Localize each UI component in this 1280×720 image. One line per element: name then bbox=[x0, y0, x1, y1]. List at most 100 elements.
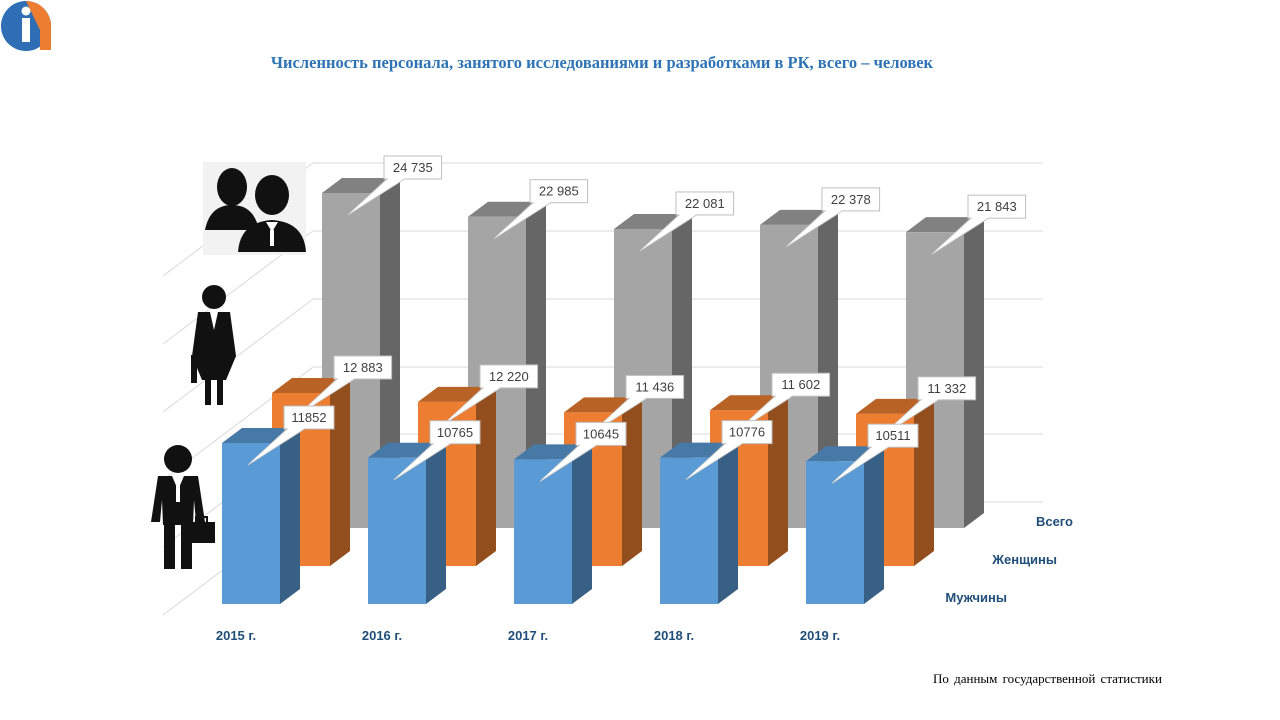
bar-men bbox=[806, 446, 884, 604]
leg-right bbox=[217, 378, 223, 405]
briefcase bbox=[188, 522, 215, 543]
bar-men bbox=[660, 442, 738, 604]
data-label: 24 735 bbox=[393, 160, 433, 175]
bar-side bbox=[572, 444, 592, 604]
callout-pointer-fill bbox=[541, 444, 597, 481]
man-head bbox=[255, 175, 289, 215]
bar-side bbox=[280, 428, 300, 604]
data-label: 10776 bbox=[729, 425, 765, 440]
data-label: 10511 bbox=[875, 428, 910, 443]
callout-box bbox=[333, 355, 393, 380]
couple-icon bbox=[203, 162, 306, 255]
body bbox=[192, 312, 236, 380]
data-label: 11 602 bbox=[781, 377, 820, 392]
woman-icon bbox=[191, 285, 236, 405]
tie bbox=[176, 482, 180, 502]
callout-pointer-fill bbox=[249, 428, 305, 464]
bar-side bbox=[768, 395, 788, 566]
callout-box bbox=[917, 376, 977, 401]
man-icon bbox=[151, 445, 215, 569]
bar-side bbox=[864, 446, 884, 604]
callout-box bbox=[429, 420, 481, 445]
chart-title: Численность персонала, занятого исследов… bbox=[270, 53, 934, 72]
callout-box bbox=[283, 405, 335, 430]
bar-side bbox=[380, 178, 400, 528]
head bbox=[164, 445, 192, 473]
head bbox=[202, 285, 226, 309]
man-collar bbox=[266, 222, 278, 232]
bar-front bbox=[660, 457, 718, 604]
data-label: 22 985 bbox=[539, 184, 579, 199]
callout-pointer-fill bbox=[787, 209, 843, 246]
series-label: Мужчины bbox=[945, 590, 1007, 605]
callout-box bbox=[529, 179, 589, 204]
woman-body bbox=[205, 205, 259, 230]
category-label: 2018 г. bbox=[654, 628, 694, 643]
callout-box bbox=[625, 374, 685, 399]
bar-side bbox=[622, 397, 642, 566]
category-label: 2016 г. bbox=[362, 628, 402, 643]
bar-side bbox=[476, 386, 496, 566]
bar-side bbox=[718, 442, 738, 604]
callout-pointer-fill bbox=[833, 446, 889, 483]
leg-left bbox=[164, 524, 175, 569]
data-label: 22 081 bbox=[685, 196, 725, 211]
callout-pointer-fill bbox=[687, 442, 743, 479]
series-label: Женщины bbox=[991, 552, 1057, 567]
bar-men bbox=[222, 428, 300, 604]
callout-box bbox=[821, 187, 881, 212]
people-icons bbox=[151, 162, 306, 569]
category-label: 2019 г. bbox=[800, 628, 840, 643]
data-label: 12 220 bbox=[489, 369, 529, 384]
man-tie bbox=[270, 230, 274, 246]
briefcase-handle bbox=[195, 516, 208, 524]
leg-right bbox=[181, 524, 192, 569]
data-label: 12 883 bbox=[343, 360, 383, 375]
callout-box bbox=[721, 420, 773, 445]
source-note: По данным государственной статистики bbox=[933, 671, 1162, 686]
bar-men bbox=[514, 444, 592, 604]
callout-box bbox=[479, 364, 539, 389]
bar-front bbox=[514, 459, 572, 604]
series-label: Всего bbox=[1036, 514, 1073, 529]
axis-labels: 2015 г. 2016 г. 2017 г. 2018 г. 2019 г. Мужчи… bbox=[216, 514, 1073, 643]
callout-box bbox=[675, 191, 735, 216]
data-label: 11 332 bbox=[927, 381, 966, 396]
data-label: 10765 bbox=[437, 425, 473, 440]
data-label: 10645 bbox=[583, 426, 619, 441]
callout-pointer-fill bbox=[933, 217, 989, 254]
bar-side bbox=[330, 378, 350, 566]
callout-box bbox=[967, 194, 1027, 219]
bar-front bbox=[806, 461, 864, 604]
bar-front bbox=[222, 443, 280, 604]
logo-icon bbox=[1, 1, 51, 51]
data-labels: 24 735 22 985 22 081 22 378 21 843 12 883 12 2… bbox=[247, 155, 1027, 484]
callout-box bbox=[575, 421, 627, 446]
callout-pointer-fill bbox=[641, 213, 697, 250]
bar-front bbox=[368, 457, 426, 604]
bar-side bbox=[964, 217, 984, 529]
callout-box bbox=[383, 155, 443, 180]
gridline-diagonal bbox=[162, 298, 314, 413]
bar-side bbox=[914, 398, 934, 566]
callout-pointer-fill bbox=[299, 378, 355, 414]
bag bbox=[191, 355, 197, 383]
bar-men bbox=[368, 442, 446, 604]
category-label: 2015 г. bbox=[216, 628, 256, 643]
category-label: 2017 г. bbox=[508, 628, 548, 643]
callout-pointer-fill bbox=[395, 442, 451, 479]
bar-side bbox=[426, 442, 446, 604]
collar bbox=[210, 312, 218, 330]
callout-pointer-fill bbox=[495, 201, 551, 238]
callout-pointer-fill bbox=[349, 178, 405, 214]
woman-head bbox=[217, 168, 247, 206]
leg-left bbox=[205, 378, 211, 405]
callout-box bbox=[867, 423, 919, 448]
data-label: 22 378 bbox=[831, 192, 871, 207]
callout-pointer-fill bbox=[445, 386, 501, 423]
callout-box bbox=[771, 372, 831, 397]
data-label: 11852 bbox=[291, 410, 326, 425]
data-label: 21 843 bbox=[977, 199, 1017, 214]
data-label: 11 436 bbox=[635, 379, 674, 394]
